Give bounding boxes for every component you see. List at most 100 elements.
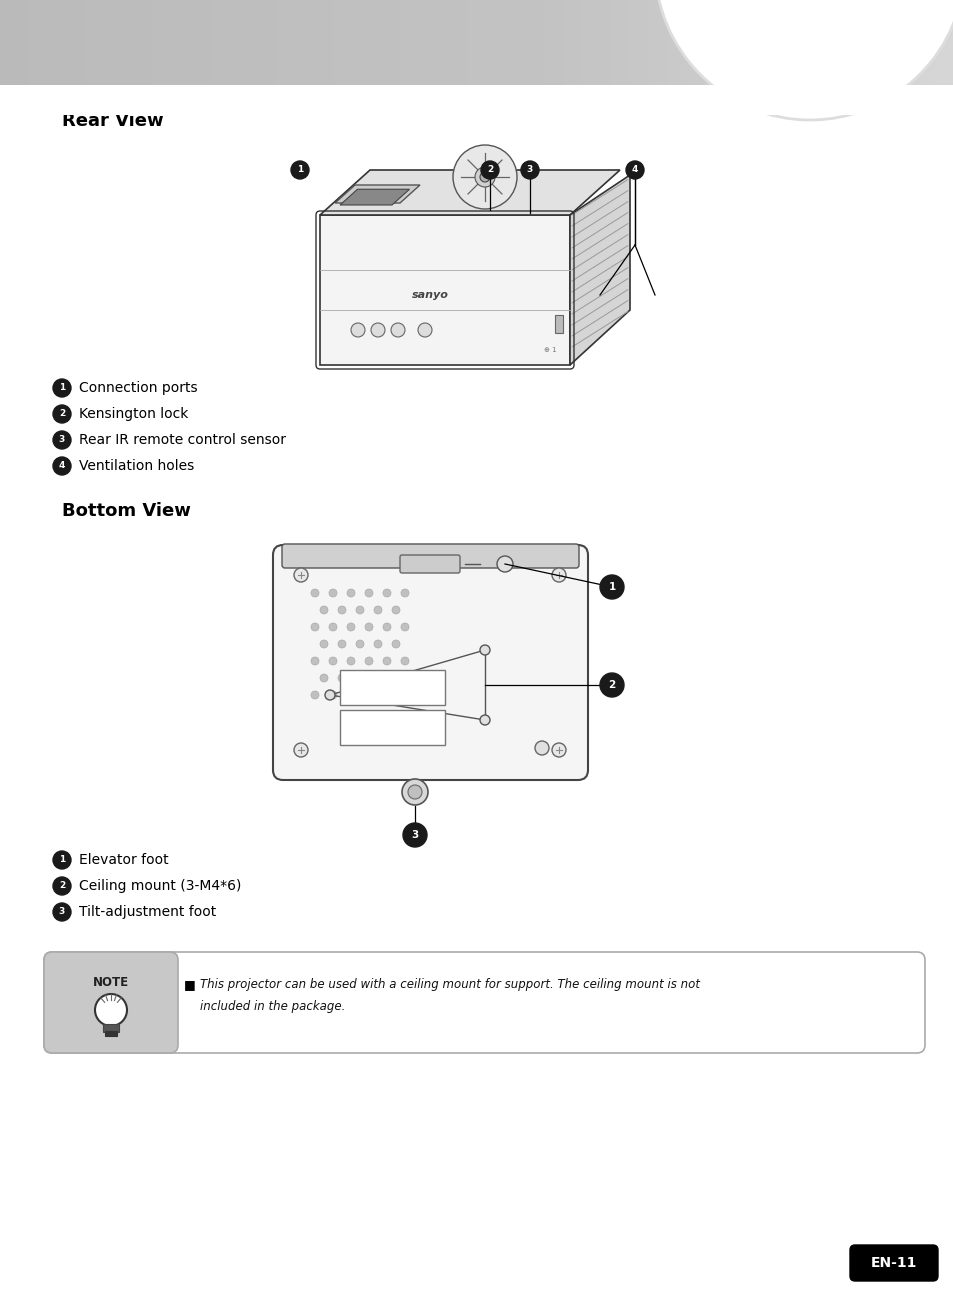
Text: 1: 1 [296,165,303,174]
Bar [581,0,591,85]
Circle shape [655,0,953,120]
Circle shape [520,161,538,180]
Bar [372,0,381,85]
Text: Ventilation holes: Ventilation holes [79,459,194,474]
Text: 3: 3 [59,908,65,916]
Circle shape [319,674,328,682]
Bar [76,0,86,85]
Bar [105,1030,117,1036]
Bar [133,0,143,85]
Circle shape [371,323,385,337]
Circle shape [479,645,490,654]
Circle shape [325,690,335,700]
Bar [781,0,791,85]
Bar [629,0,639,85]
Bar [57,0,67,85]
Bar [943,0,953,85]
Bar [639,0,648,85]
Bar [143,0,152,85]
Circle shape [365,691,373,699]
Bar [162,0,172,85]
Bar [677,0,686,85]
Polygon shape [335,185,419,203]
Bar [896,0,905,85]
Bar [419,0,429,85]
Text: 2: 2 [486,165,493,174]
Text: sanyo: sanyo [411,290,448,301]
Bar [696,0,705,85]
Bar [858,0,867,85]
Bar [772,0,781,85]
Bar [505,0,515,85]
Circle shape [53,457,71,475]
Circle shape [382,589,391,597]
Circle shape [497,556,513,572]
Circle shape [408,785,421,799]
Bar [124,0,133,85]
Circle shape [599,673,623,697]
Polygon shape [339,189,409,206]
Bar [496,0,505,85]
Text: 2: 2 [608,680,615,690]
Circle shape [400,623,409,631]
Bar [276,0,286,85]
Bar [438,0,448,85]
Bar [200,0,210,85]
FancyBboxPatch shape [849,1245,937,1281]
Bar [286,0,295,85]
Bar [257,0,267,85]
Circle shape [347,623,355,631]
Text: included in the package.: included in the package. [200,1000,345,1013]
Text: Elevator foot: Elevator foot [79,853,169,866]
Text: ■: ■ [184,978,195,991]
Circle shape [365,657,373,665]
Bar [448,0,457,85]
Bar [191,0,200,85]
Circle shape [365,623,373,631]
Bar [705,0,715,85]
Bar [743,0,753,85]
Bar [0,85,953,114]
Bar [848,0,858,85]
Bar [10,0,19,85]
Bar [429,0,438,85]
Text: This projector can be used with a ceiling mount for support. The ceiling mount i: This projector can be used with a ceilin… [200,978,700,991]
Text: 1: 1 [608,582,615,592]
Bar [86,0,95,85]
Bar [410,0,419,85]
Bar [324,0,334,85]
Circle shape [479,716,490,725]
Bar [734,0,743,85]
Bar [658,0,667,85]
Bar [877,0,886,85]
Bar [476,0,486,85]
Circle shape [294,743,308,757]
Circle shape [382,657,391,665]
FancyBboxPatch shape [44,952,178,1053]
Circle shape [337,606,346,614]
Bar [715,0,724,85]
Text: ⊕ 1: ⊕ 1 [543,347,556,353]
Bar [19,0,29,85]
Circle shape [337,674,346,682]
Bar [724,0,734,85]
Bar [238,0,248,85]
Circle shape [319,640,328,648]
Circle shape [392,640,399,648]
Circle shape [329,691,336,699]
Circle shape [291,161,309,180]
Bar [95,0,105,85]
Text: 4: 4 [59,462,65,471]
Bar [38,0,48,85]
Text: Kensington lock: Kensington lock [79,407,188,422]
Circle shape [329,657,336,665]
Circle shape [382,691,391,699]
Circle shape [392,606,399,614]
Circle shape [400,657,409,665]
Bar [114,0,124,85]
FancyBboxPatch shape [273,545,587,781]
Text: EN-11: EN-11 [870,1255,916,1270]
Bar [524,0,534,85]
Circle shape [479,172,490,182]
Bar [152,0,162,85]
